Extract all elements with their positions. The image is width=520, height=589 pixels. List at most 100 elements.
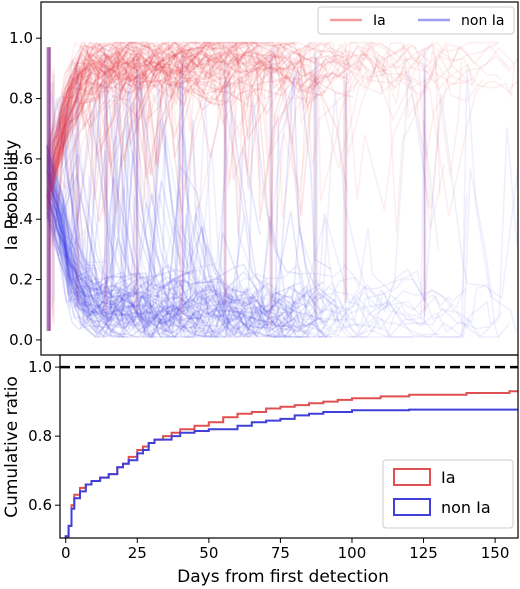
trajectory-line — [46, 75, 334, 338]
trajectory-line — [46, 173, 291, 318]
trajectory-line — [46, 191, 190, 339]
trajectory-line — [46, 47, 348, 192]
bottom-y-axis-label: Cumulative ratio — [2, 376, 22, 518]
trajectory-line — [46, 56, 349, 187]
trajectory-line — [46, 43, 194, 155]
trajectory-line — [46, 160, 181, 322]
trajectory-line — [46, 213, 280, 339]
trajectory-line — [46, 203, 197, 337]
trajectory-line — [46, 148, 353, 340]
trajectory-line — [46, 47, 197, 215]
trajectory-line — [46, 148, 500, 339]
x-tick-label: 0 — [61, 544, 71, 562]
trajectory-line — [46, 158, 248, 314]
trajectory-line — [46, 133, 231, 338]
trajectory-lines — [46, 40, 518, 340]
trajectory-line — [46, 50, 121, 211]
trajectory-line — [46, 41, 441, 197]
trajectory-line — [46, 160, 318, 340]
trajectory-line — [46, 79, 297, 322]
trajectory-line — [46, 48, 192, 201]
trajectory-line — [46, 72, 199, 339]
bottom-y-ticks: 0.6 0.8 1.0 — [28, 358, 60, 514]
trajectory-line — [46, 41, 499, 163]
x-tick-label: 75 — [271, 544, 290, 562]
trajectory-line — [46, 41, 326, 216]
bottom-legend-label-non-ia: non Ia — [441, 498, 491, 517]
trajectory-line — [46, 49, 354, 171]
bottom-legend-box — [382, 459, 514, 529]
trajectory-line — [46, 91, 388, 338]
trajectory-line — [46, 193, 490, 334]
trajectory-line — [46, 48, 196, 206]
x-tick-label: 25 — [128, 544, 147, 562]
trajectory-line — [46, 50, 181, 147]
trajectory-line — [46, 151, 260, 325]
x-tick-label: 125 — [409, 544, 438, 562]
trajectory-line — [46, 92, 255, 325]
trajectory-line — [46, 198, 175, 338]
trajectory-line — [46, 83, 306, 326]
legend-patch-non-ia — [393, 498, 431, 516]
bottom-legend: Ia non Ia — [382, 459, 514, 529]
trajectory-line — [46, 40, 468, 211]
cumulative-ratio-panel: 0.6 0.8 1.0 0 25 50 75 100 125 150 Cumulative ra… — [2, 354, 519, 587]
trajectory-line — [46, 45, 328, 204]
trajectory-line — [46, 105, 310, 339]
trajectory-line — [46, 205, 328, 324]
trajectory-line — [46, 179, 326, 338]
trajectory-line — [46, 146, 309, 336]
cumulative-series — [64, 390, 518, 538]
trajectory-line — [46, 177, 359, 324]
trajectory-line — [46, 49, 324, 197]
trajectory-line — [46, 63, 146, 198]
trajectory-line — [46, 97, 136, 326]
trajectory-line — [46, 56, 174, 206]
trajectory-line — [46, 69, 430, 320]
trajectory-line — [46, 42, 474, 249]
trajectory-line — [46, 146, 253, 339]
trajectory-line — [46, 60, 246, 218]
trajectory-line — [46, 47, 203, 181]
trajectory-line — [46, 102, 268, 334]
trajectory-line — [46, 41, 268, 192]
trajectory-line — [46, 56, 446, 231]
trajectory-line — [46, 145, 199, 320]
trajectory-line — [46, 110, 262, 329]
trajectory-line — [46, 102, 337, 307]
trajectory-line — [46, 43, 196, 185]
trajectory-line — [46, 74, 116, 309]
trajectory-line — [46, 84, 318, 338]
trajectory-line — [46, 66, 502, 236]
trajectory-line — [46, 160, 362, 339]
trajectory-line — [46, 211, 339, 328]
trajectory-line — [46, 57, 168, 204]
ia-probability-panel: 0.0 0.2 0.4 0.6 0.8 1.0 Ia Probability Ia non… — [2, 1, 519, 356]
bottom-y-tick-label: 0.6 — [28, 496, 52, 514]
trajectory-line — [46, 40, 267, 201]
trajectory-line — [46, 120, 440, 336]
trajectory-line — [46, 75, 376, 336]
top-y-axis-label: Ia Probability — [2, 140, 22, 251]
top-y-tick-label: 0.4 — [9, 210, 33, 228]
top-y-tick-label: 0.8 — [9, 90, 33, 108]
trajectory-line — [46, 151, 140, 318]
trajectory-line — [46, 60, 239, 164]
trajectory-line — [46, 41, 283, 189]
top-y-tick-label: 0.0 — [9, 331, 33, 349]
trajectory-line — [46, 186, 467, 325]
trajectory-line — [46, 41, 271, 170]
trajectory-line — [46, 53, 518, 212]
trajectory-line — [46, 83, 211, 319]
trajectory-line — [46, 166, 194, 322]
trajectory-line — [46, 41, 298, 216]
trajectory-line — [46, 41, 315, 185]
x-tick-label: 100 — [338, 544, 367, 562]
trajectory-line — [46, 41, 323, 154]
trajectory-line — [46, 41, 375, 202]
series-line-non-ia — [64, 408, 518, 538]
trajectory-line — [46, 170, 157, 338]
legend-label-ia: Ia — [373, 13, 386, 29]
legend-label-non-ia: non Ia — [461, 13, 504, 29]
